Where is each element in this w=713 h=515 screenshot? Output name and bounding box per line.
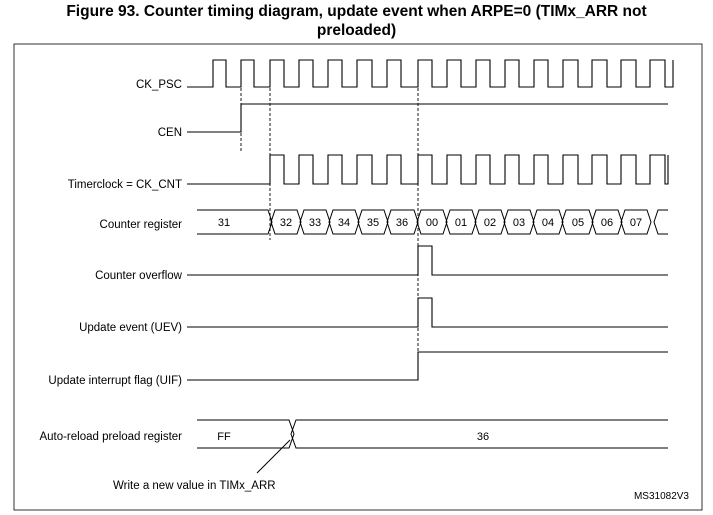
label-uif: Update interrupt flag (UIF) <box>48 375 182 387</box>
uif-waveform <box>187 351 668 381</box>
update-event-waveform <box>187 297 668 328</box>
counter-value: 05 <box>572 217 584 229</box>
figure-code: MS31082V3 <box>634 491 689 502</box>
arr-value: 36 <box>477 431 489 443</box>
counter-value: 32 <box>280 217 292 229</box>
label-counter-overflow: Counter overflow <box>95 270 183 282</box>
counter-value: 36 <box>396 217 408 229</box>
label-update-event: Update event (UEV) <box>79 322 182 334</box>
counter-value: 02 <box>484 217 496 229</box>
figure-title: Figure 93. Counter timing diagram, updat… <box>0 2 713 40</box>
counter-value: 04 <box>542 217 554 229</box>
timerclock-waveform <box>187 154 669 185</box>
label-timerclock: Timerclock = CK_CNT <box>68 179 182 191</box>
counter-value: 35 <box>367 217 379 229</box>
counter-value: 34 <box>338 217 350 229</box>
label-ck-psc: CK_PSC <box>136 79 182 91</box>
counter-value: 03 <box>513 217 525 229</box>
label-arr-preload: Auto-reload preload register <box>39 431 182 443</box>
annotation-pointer <box>256 439 291 474</box>
ck-psc-waveform <box>187 59 674 88</box>
counter-value: 31 <box>218 217 230 229</box>
counter-value: 07 <box>630 217 642 229</box>
diagram-frame <box>13 43 703 511</box>
counter-value: 00 <box>426 217 438 229</box>
label-counter-register: Counter register <box>100 219 183 231</box>
cen-waveform <box>187 103 668 133</box>
counter-overflow-waveform <box>187 245 668 276</box>
arr-preload-bus <box>197 419 668 449</box>
counter-value: 01 <box>455 217 467 229</box>
label-cen: CEN <box>158 127 182 139</box>
figure-title-line-2: preloaded) <box>316 22 397 39</box>
counter-register-bus <box>197 209 668 235</box>
counter-value: 06 <box>601 217 613 229</box>
figure-title-line-1: Figure 93. Counter timing diagram, updat… <box>66 3 647 20</box>
arr-value: FF <box>217 431 231 443</box>
counter-value: 33 <box>309 217 321 229</box>
annotation-write-arr: Write a new value in TIMx_ARR <box>113 480 276 492</box>
